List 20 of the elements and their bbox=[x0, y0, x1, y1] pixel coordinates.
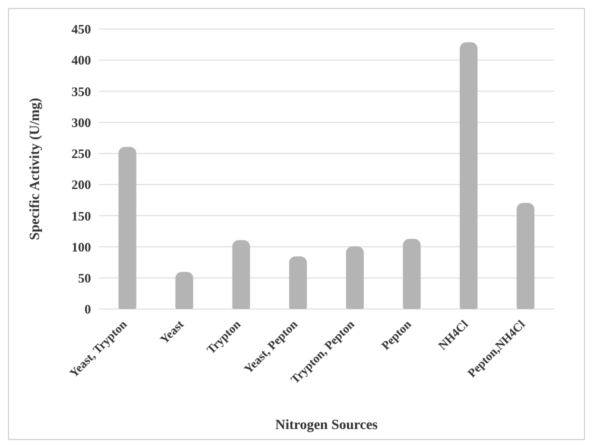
bar bbox=[346, 246, 364, 309]
y-tick-label: 0 bbox=[84, 302, 91, 317]
bar bbox=[232, 240, 250, 309]
bar bbox=[289, 256, 307, 309]
bar bbox=[175, 272, 194, 309]
y-tick-label: 450 bbox=[72, 22, 91, 37]
y-tick-label: 100 bbox=[72, 239, 91, 254]
x-axis-title: Nitrogen Sources bbox=[275, 418, 378, 433]
y-tick-label: 150 bbox=[72, 208, 91, 224]
y-tick-label: 250 bbox=[72, 146, 91, 162]
y-tick-label: 350 bbox=[72, 84, 91, 99]
y-tick-label: 200 bbox=[72, 177, 91, 192]
y-tick-label: 50 bbox=[78, 270, 91, 286]
y-axis-title: Specific Activity (U/mg) bbox=[28, 98, 43, 240]
bar bbox=[516, 202, 534, 309]
y-tick-label: 400 bbox=[72, 52, 91, 68]
bar bbox=[402, 238, 421, 309]
y-tick-label: 300 bbox=[72, 114, 91, 130]
bar bbox=[118, 146, 136, 309]
bar bbox=[460, 42, 478, 309]
